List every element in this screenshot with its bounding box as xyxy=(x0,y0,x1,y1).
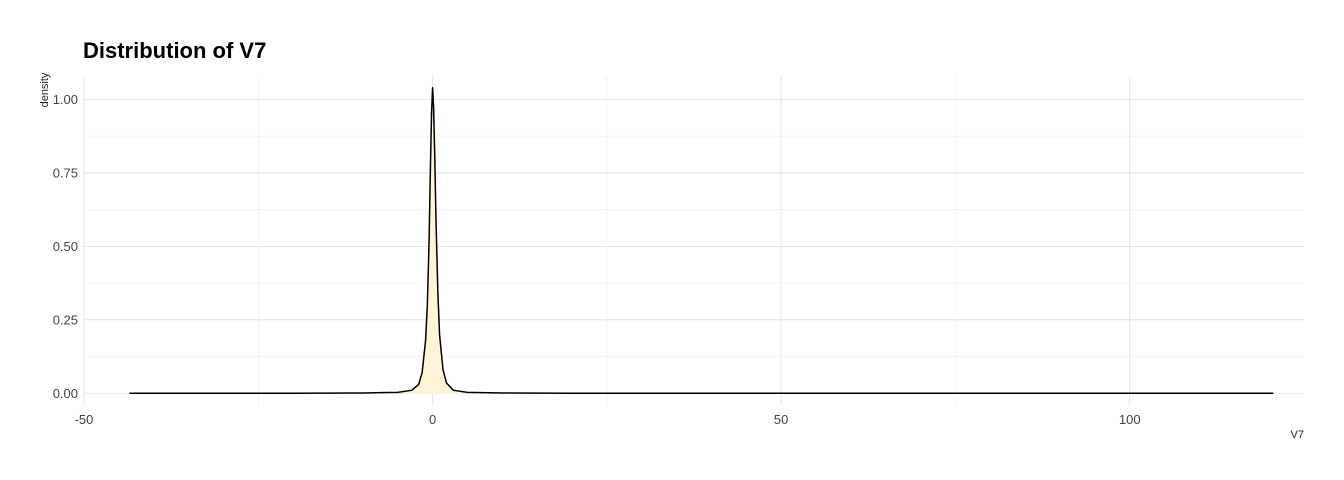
x-tick-label: 100 xyxy=(1119,412,1141,427)
density-line xyxy=(129,87,1274,394)
y-tick-label: 1.00 xyxy=(53,92,78,107)
x-tick-label: 0 xyxy=(429,412,436,427)
density-fill xyxy=(129,87,1274,394)
chart-title: Distribution of V7 xyxy=(83,38,266,63)
y-tick-label: 0.75 xyxy=(53,165,78,180)
x-axis-title: V7 xyxy=(1291,429,1304,441)
y-axis-title: density xyxy=(39,72,51,107)
y-tick-label: 0.00 xyxy=(53,386,78,401)
x-tick-label: -50 xyxy=(75,412,94,427)
y-tick-label: 0.50 xyxy=(53,239,78,254)
grid-lines xyxy=(83,76,1304,405)
y-tick-label: 0.25 xyxy=(53,312,78,327)
density-area-layer xyxy=(129,87,1274,394)
x-tick-label: 50 xyxy=(774,412,788,427)
x-tick-labels: -50 0 50 100 xyxy=(75,412,1141,427)
y-tick-labels: 0.00 0.25 0.50 0.75 1.00 xyxy=(53,92,78,401)
